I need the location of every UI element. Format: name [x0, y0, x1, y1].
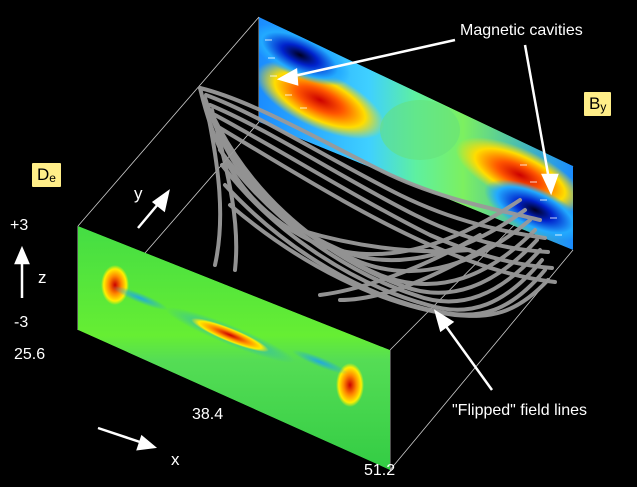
by-vector-arrows: [265, 39, 562, 236]
field-lines: [198, 86, 557, 318]
annotation-arrows: [14, 38, 559, 451]
z-tick-top: +3: [10, 217, 29, 234]
de-badge-base: D: [37, 165, 50, 184]
y-axis-label: y: [134, 184, 143, 203]
flipped-field-lines-label: "Flipped" field lines: [452, 402, 587, 419]
de-contour-plane: [78, 226, 390, 470]
by-badge-sub: y: [600, 100, 607, 114]
by-badge: By: [584, 92, 612, 116]
de-badge: De: [32, 163, 61, 187]
x-tick-end: 51.2: [364, 462, 396, 479]
x-tick-mid: 38.4: [192, 406, 224, 423]
x-tick-start: 25.6: [14, 346, 46, 363]
magnetic-cavities-label: Magnetic cavities: [460, 22, 583, 39]
by-badge-base: B: [589, 94, 601, 113]
x-axis-label: x: [171, 450, 180, 469]
de-badge-sub: e: [49, 171, 56, 185]
z-axis-label: z: [38, 268, 47, 287]
z-tick-bottom: -3: [14, 314, 29, 331]
